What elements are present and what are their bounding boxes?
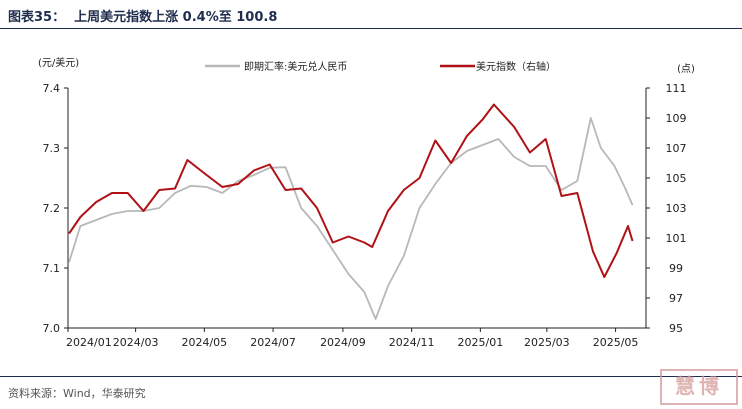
header-divider [0,28,742,29]
source-note: 资料来源：Wind，华泰研究 [8,387,146,400]
line-chart: 7.0 7.1 7.2 7.3 7.4 95 97 99 101 103 105 107 109 111 2… [38,56,695,349]
y-left-tick-label: 7.3 [43,142,61,155]
y-right-tick-label: 107 [666,142,687,155]
y-right-tick-label: 101 [666,232,687,245]
x-tick-label: 2025/01 [458,336,504,349]
y-right-tick-label: 105 [666,172,687,185]
x-tick-label: 2025/03 [524,336,570,349]
y-right-tick-label: 109 [666,112,687,125]
y-right-tick-label: 99 [669,262,683,275]
chart-title: 图表35： 上周美元指数上涨 0.4%至 100.8 [8,10,278,25]
x-tick-label: 2024/07 [250,336,296,349]
footer-divider [0,376,742,377]
x-tick-label: 2024/01 [66,336,112,349]
y-left-tick-label: 7.1 [43,262,61,275]
x-tick-label: 2024/09 [320,336,366,349]
y-right-tick-label: 103 [666,202,687,215]
right-axis-unit: (点) [677,63,695,75]
y-right-tick-label: 111 [666,82,687,95]
x-tick-label: 2024/11 [389,336,435,349]
x-tick-label: 2024/03 [113,336,159,349]
y-right-tick-label: 97 [669,292,683,305]
legend-label-dxy: 美元指数（右轴） [476,60,556,73]
watermark-logo: 慧博 [660,369,738,405]
x-tick-label: 2024/05 [181,336,227,349]
usdcny-spot-line [68,117,634,320]
x-tick-label: 2025/05 [593,336,639,349]
dollar-index-line [68,103,634,278]
legend-label-usdcny: 即期汇率:美元兑人民币 [244,60,347,73]
left-axis-unit: (元/美元) [38,56,79,69]
y-left-tick-label: 7.2 [43,202,61,215]
y-left-tick-label: 7.4 [43,82,61,95]
y-right-tick-label: 95 [669,322,683,335]
y-left-tick-label: 7.0 [43,322,61,335]
